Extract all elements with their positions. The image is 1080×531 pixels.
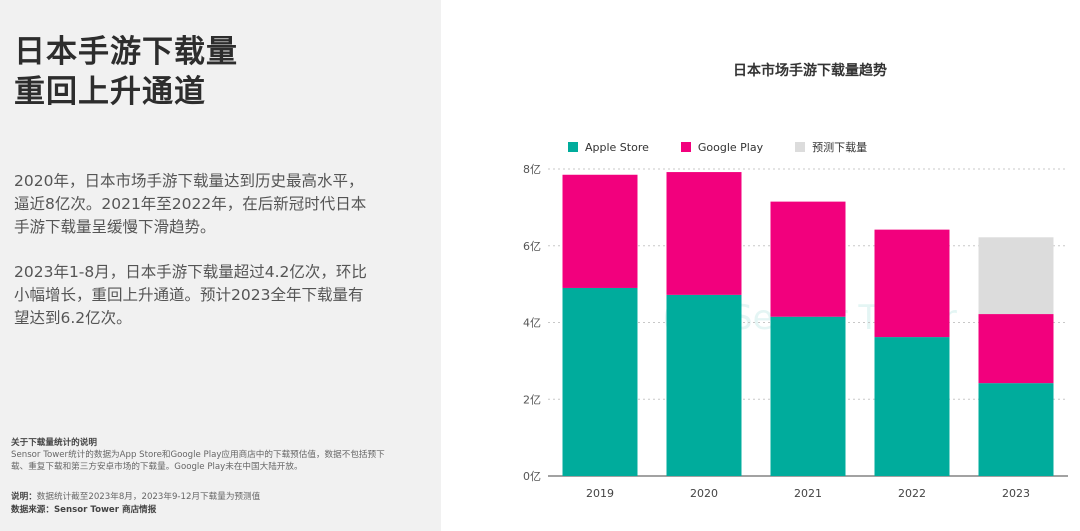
bar-google-play-2022 (874, 229, 950, 338)
explain-note: 说明：数据统计截至2023年8月，2023年9-12月下载量为预测值 (11, 491, 391, 503)
bar-apple-store-2019 (562, 287, 638, 476)
bar-google-play-2020 (666, 172, 742, 295)
y-tick-label: 4亿 (523, 317, 541, 330)
x-tick-label-2023: 2023 (1002, 487, 1030, 500)
summary-paragraph-1: 2020年，日本市场手游下载量达到历史最高水平，逼近8亿次。2021年至2022… (14, 172, 367, 236)
legend-label-google-play: Google Play (697, 140, 764, 154)
note-title: 关于下载量统计的说明 (11, 438, 97, 448)
y-tick-label: 8亿 (523, 163, 541, 176)
x-tick-label-2021: 2021 (794, 487, 822, 500)
headline: 日本手游下载量 重回上升通道 (14, 32, 238, 112)
legend-swatch-google-play (680, 142, 691, 152)
source-note: 数据来源：Sensor Tower 商店情报 (11, 504, 391, 516)
y-tick-label: 6亿 (523, 240, 541, 253)
headline-line-1: 日本手游下载量 (14, 34, 238, 70)
bar-预测下载量-2023 (978, 237, 1054, 315)
explain-label: 说明： (11, 492, 37, 502)
chart-title: 日本市场手游下载量趋势 (733, 63, 887, 79)
bar-google-play-2023 (978, 314, 1054, 384)
x-tick-label-2020: 2020 (690, 487, 718, 500)
bar-apple-store-2023 (978, 383, 1054, 476)
y-tick-label: 0亿 (523, 470, 541, 483)
legend-label-forecast: 预测下载量 (812, 141, 868, 154)
note-body: Sensor Tower统计的数据为App Store和Google Play应… (11, 450, 385, 472)
source-text: Sensor Tower 商店情报 (53, 505, 157, 515)
legend-item-google-play: Google Play (680, 140, 764, 154)
bar-google-play-2019 (562, 174, 638, 288)
source-label: 数据来源： (11, 505, 54, 515)
bar-apple-store-2021 (770, 316, 846, 476)
summary-paragraph-2: 2023年1-8月，日本手游下载量超过4.2亿次，环比小幅增长，重回上升通道。预… (14, 263, 367, 327)
x-tick-label-2022: 2022 (898, 487, 926, 500)
explain-text: 数据统计截至2023年8月，2023年9-12月下载量为预测值 (36, 492, 261, 502)
legend-swatch-apple-store (568, 142, 578, 152)
legend-item-apple-store: Apple Store (568, 141, 649, 154)
summary-panel: 日本手游下载量 重回上升通道 2020年，日本市场手游下载量达到历史最高水平，逼… (0, 0, 441, 531)
legend-item-forecast: 预测下载量 (795, 139, 867, 155)
bar-apple-store-2022 (874, 337, 950, 476)
headline-line-2: 重回上升通道 (14, 74, 206, 110)
x-tick-label-2019: 2019 (586, 487, 614, 500)
y-tick-label: 2亿 (523, 393, 541, 406)
legend-swatch-forecast (795, 142, 806, 152)
bar-google-play-2021 (770, 201, 846, 317)
chart-legend: Apple Store Google Play 预测下载量 (568, 139, 867, 155)
bar-apple-store-2020 (666, 294, 742, 476)
legend-label-apple-store: Apple Store (585, 140, 649, 154)
